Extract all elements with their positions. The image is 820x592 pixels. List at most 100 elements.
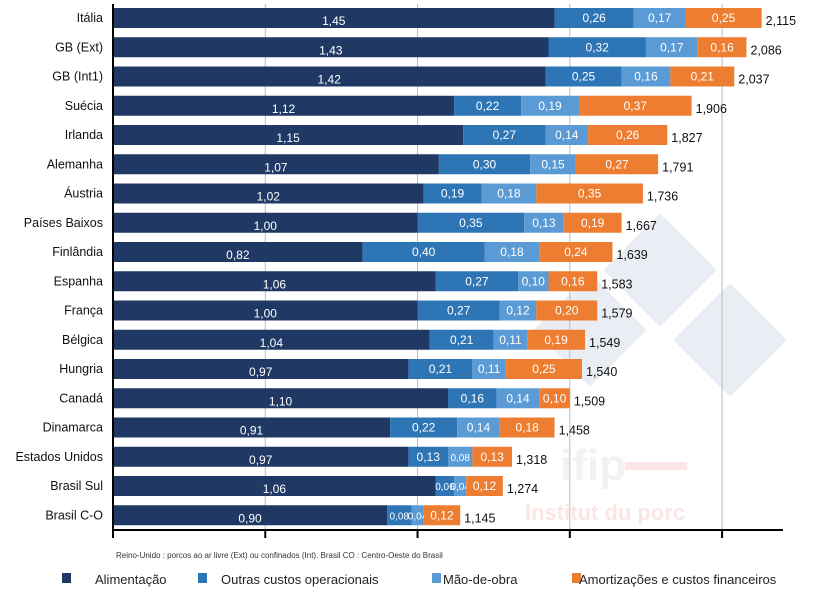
bar-segment <box>493 329 528 350</box>
data-label: 1,00 <box>254 307 278 321</box>
data-label: 0,22 <box>412 421 436 435</box>
watermark-logo: ifip <box>560 441 626 490</box>
category-label: Brasil Sul <box>50 479 103 493</box>
total-label: 1,827 <box>671 131 702 145</box>
data-label: 0,24 <box>564 245 588 259</box>
bar-segment <box>466 476 503 496</box>
data-label: 0,18 <box>500 245 524 259</box>
total-label: 1,318 <box>516 453 547 467</box>
data-label: 0,25 <box>712 11 736 25</box>
bar-segment <box>499 417 555 438</box>
data-label: 0,04 <box>450 482 470 493</box>
data-label: 0,26 <box>616 128 640 142</box>
bar-segment <box>621 66 671 87</box>
data-label: 0,08 <box>450 453 470 464</box>
bar-segment <box>575 154 659 175</box>
data-label: 0,14 <box>467 421 491 435</box>
bar-segment <box>429 329 494 350</box>
bar-segment <box>685 8 762 28</box>
bar-segment <box>472 446 512 467</box>
category-label: Alemanha <box>47 157 103 171</box>
total-label: 1,736 <box>647 190 678 204</box>
data-label: 0,26 <box>583 11 607 25</box>
category-label: Hungria <box>59 362 103 376</box>
total-label: 1,579 <box>601 307 632 321</box>
category-label: Irlanda <box>65 128 103 142</box>
data-label: 0,19 <box>544 333 568 347</box>
data-label: 0,19 <box>538 99 562 113</box>
legend-label: Alimentação <box>95 572 167 587</box>
legend-label: Outras custos operacionais <box>221 572 379 587</box>
bar-segment <box>423 183 482 204</box>
data-label: 0,10 <box>522 274 546 288</box>
bar-segment <box>417 300 500 321</box>
data-label: 1,06 <box>263 277 287 291</box>
bar-segment <box>521 95 579 116</box>
bar-segment <box>527 329 586 350</box>
watermark-diamond <box>673 283 787 397</box>
bar-segment <box>438 154 531 175</box>
bar-segment <box>633 8 686 28</box>
data-label: 0,19 <box>581 216 605 230</box>
total-label: 1,145 <box>464 511 495 525</box>
data-label: 0,16 <box>461 391 485 405</box>
bar-segment <box>545 125 589 145</box>
data-label: 0,12 <box>473 479 497 493</box>
bar-segment <box>496 388 540 409</box>
total-label: 1,639 <box>616 248 647 262</box>
bar-segment <box>697 37 747 58</box>
category-label: Áustria <box>64 186 103 201</box>
bar-segment <box>113 271 436 292</box>
total-label: 1,906 <box>696 102 727 116</box>
data-label: 0,21 <box>691 70 715 84</box>
bar-segment <box>113 300 418 321</box>
category-label: Itália <box>77 11 103 25</box>
data-label: 0,25 <box>532 362 556 376</box>
data-label: 0,10 <box>543 391 567 405</box>
legend: Alimentação Outras custos operacionais M… <box>0 572 820 592</box>
data-label: 0,40 <box>412 245 436 259</box>
category-label: Bélgica <box>62 333 103 347</box>
bar-segment <box>113 125 464 145</box>
category-label: Estados Unidos <box>15 450 103 464</box>
data-label: 0,17 <box>660 40 684 54</box>
data-label: 1,07 <box>264 160 288 174</box>
category-label: GB (Int1) <box>52 70 103 84</box>
category-label: Países Baixos <box>24 216 103 230</box>
category-label: França <box>64 304 103 318</box>
bar-segment <box>113 388 448 409</box>
data-label: 0,11 <box>478 362 501 376</box>
category-label: Canadá <box>59 391 103 405</box>
data-label: 1,06 <box>263 482 287 496</box>
data-label: 0,20 <box>555 304 579 318</box>
bar-segment <box>530 154 576 175</box>
data-label: 0,15 <box>541 157 565 171</box>
bar-segment <box>645 37 698 58</box>
data-label: 0,18 <box>497 187 521 201</box>
total-label: 1,540 <box>586 365 617 379</box>
bar-segment <box>463 125 546 145</box>
data-label: 1,43 <box>319 43 343 57</box>
category-label: Espanha <box>54 274 103 288</box>
bar-segment <box>499 300 537 321</box>
data-label: 1,45 <box>322 14 346 28</box>
data-label: 0,17 <box>648 11 672 25</box>
data-label: 0,97 <box>249 453 273 467</box>
legend-swatch <box>62 573 71 583</box>
data-label: 0,37 <box>624 99 648 113</box>
data-label: 0,90 <box>238 511 262 525</box>
total-label: 1,509 <box>574 394 605 408</box>
watermark-subtext: Institut du porc <box>525 500 685 525</box>
bar-segment <box>113 476 436 496</box>
bar-segment <box>113 329 430 350</box>
bar-segment <box>113 242 363 262</box>
bar-segment <box>113 212 418 233</box>
data-label: 0,30 <box>473 157 497 171</box>
bar-segment <box>670 66 735 87</box>
bar-segment <box>536 300 598 321</box>
bar-segment <box>588 125 668 145</box>
legend-swatch <box>432 573 441 583</box>
bar-segment <box>536 183 643 204</box>
data-label: 0,35 <box>459 216 483 230</box>
total-label: 1,791 <box>662 160 693 174</box>
